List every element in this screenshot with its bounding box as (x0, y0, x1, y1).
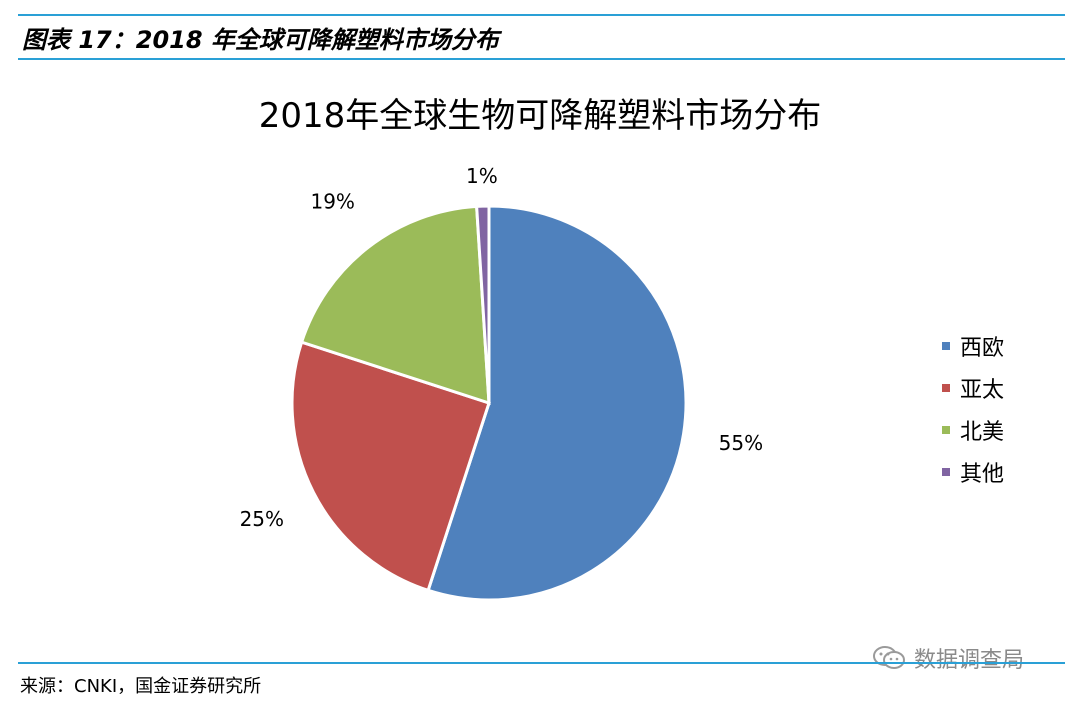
chart-title: 2018年全球生物可降解塑料市场分布 (258, 96, 822, 136)
title-rule (18, 58, 1065, 60)
legend-item-3: 其他 (942, 451, 1004, 493)
pie-slice-1 (290, 340, 491, 593)
legend-label-3: 其他 (960, 462, 1005, 487)
legend-swatch-2 (942, 426, 950, 434)
legend-label-0: 西欧 (960, 336, 1005, 361)
watermark: 数据调查局 (872, 642, 1024, 674)
source-note: 来源：CNKI，国金证券研究所 (20, 676, 262, 697)
legend-swatch-3 (942, 468, 950, 476)
legend-item-0: 西欧 (942, 325, 1004, 367)
legend-swatch-1 (942, 384, 950, 392)
legend-item-2: 北美 (942, 409, 1004, 451)
slice-label-3: 1% (466, 164, 498, 188)
bottom-rule (18, 662, 1065, 664)
slice-label-2: 19% (310, 190, 354, 214)
figure-title: 图表 17：2018 年全球可降解塑料市场分布 (22, 26, 499, 54)
pie-slice-2 (299, 204, 491, 406)
legend-label-1: 亚太 (960, 378, 1005, 403)
watermark-text: 数据调查局 (914, 648, 1025, 673)
top-rule (18, 14, 1065, 16)
slice-label-0: 55% (719, 431, 763, 455)
pie-slice-0 (426, 204, 688, 602)
wechat-icon (873, 646, 905, 669)
legend: 西欧 亚太 北美 其他 (942, 325, 1004, 493)
legend-label-2: 北美 (960, 420, 1005, 445)
slice-label-1: 25% (240, 507, 284, 531)
legend-item-1: 亚太 (942, 367, 1004, 409)
legend-swatch-0 (942, 342, 950, 350)
pie-slice-3 (475, 204, 491, 404)
